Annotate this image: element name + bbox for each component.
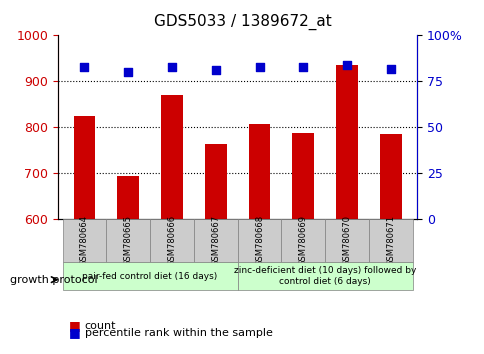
Point [212, 68, 219, 73]
FancyBboxPatch shape [237, 219, 281, 262]
Bar [379, 134, 401, 219]
Text: ■: ■ [69, 326, 81, 339]
Bar [335, 65, 357, 219]
Point [124, 69, 132, 75]
Text: GSM780665: GSM780665 [123, 215, 133, 266]
FancyBboxPatch shape [150, 219, 194, 262]
Text: GSM780666: GSM780666 [167, 215, 176, 266]
FancyBboxPatch shape [324, 219, 368, 262]
Point [386, 66, 394, 72]
Bar [204, 143, 226, 219]
Bar [117, 176, 139, 219]
Text: GSM780669: GSM780669 [298, 215, 307, 266]
FancyBboxPatch shape [62, 262, 237, 290]
FancyBboxPatch shape [281, 219, 324, 262]
Point [299, 64, 306, 69]
FancyBboxPatch shape [194, 219, 237, 262]
Point [343, 62, 350, 68]
FancyBboxPatch shape [237, 262, 412, 290]
Text: GSM780664: GSM780664 [80, 215, 89, 266]
Point [255, 64, 263, 69]
Text: GDS5033 / 1389672_at: GDS5033 / 1389672_at [153, 14, 331, 30]
Bar [292, 133, 314, 219]
Text: ■: ■ [69, 319, 81, 332]
Bar [74, 116, 95, 219]
Text: pair-fed control diet (16 days): pair-fed control diet (16 days) [82, 272, 217, 281]
Text: count: count [85, 321, 116, 331]
Bar [161, 95, 182, 219]
Text: GSM780670: GSM780670 [342, 215, 351, 266]
Bar [248, 124, 270, 219]
FancyBboxPatch shape [106, 219, 150, 262]
Text: growth protocol: growth protocol [10, 275, 97, 285]
Text: GSM780667: GSM780667 [211, 215, 220, 266]
FancyBboxPatch shape [368, 219, 412, 262]
Text: zinc-deficient diet (10 days) followed by
control diet (6 days): zinc-deficient diet (10 days) followed b… [233, 267, 416, 286]
Point [168, 64, 176, 69]
Text: GSM780671: GSM780671 [386, 215, 394, 266]
Text: GSM780668: GSM780668 [255, 215, 263, 266]
Point [80, 64, 88, 69]
Text: percentile rank within the sample: percentile rank within the sample [85, 328, 272, 338]
FancyBboxPatch shape [62, 219, 106, 262]
